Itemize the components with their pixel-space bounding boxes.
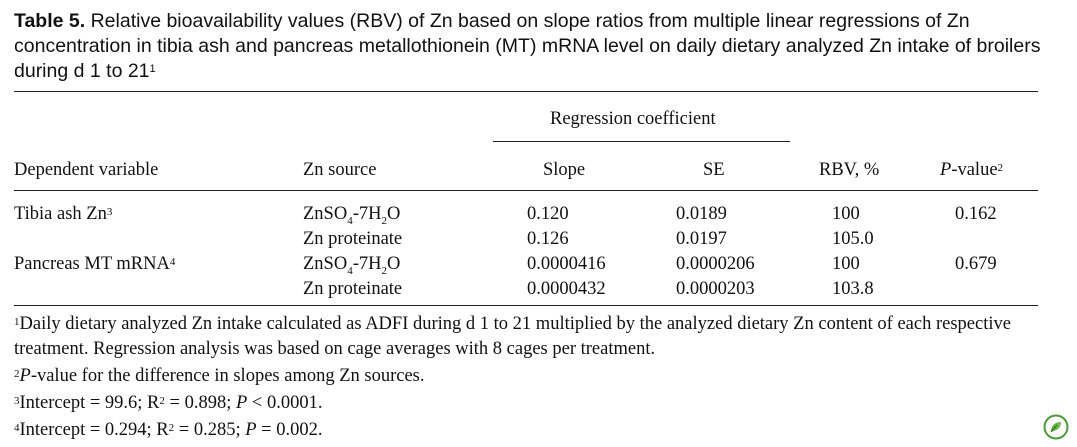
row1-dependent: Tibia ash Zn3 xyxy=(14,204,113,224)
row1-source: ZnSO4-7H2O xyxy=(303,204,401,227)
row2-rbv: 105.0 xyxy=(832,229,874,249)
row4-source: Zn proteinate xyxy=(303,279,403,299)
header-rule xyxy=(14,190,1038,191)
caption-footnote-ref: 1 xyxy=(149,63,156,75)
footnote-2: 2P-value for the difference in slopes am… xyxy=(14,366,425,386)
row1-p-value: 0.162 xyxy=(955,204,997,224)
header-rbv: RBV, % xyxy=(819,160,880,180)
bottom-rule xyxy=(14,305,1038,306)
footnote-1: 1Daily dietary analyzed Zn intake calcul… xyxy=(14,314,1011,359)
row1-se: 0.0189 xyxy=(676,204,727,224)
row3-rbv: 100 xyxy=(832,254,860,274)
row4-se: 0.0000203 xyxy=(676,279,755,299)
row3-dependent: Pancreas MT mRNA4 xyxy=(14,254,176,274)
table-caption: Table 5. Relative bioavailability values… xyxy=(14,9,1064,84)
row2-se: 0.0197 xyxy=(676,229,727,249)
header-regression-coefficient: Regression coefficient xyxy=(550,109,716,129)
row2-slope: 0.126 xyxy=(527,229,569,249)
caption-text: Relative bioavailability values (RBV) of… xyxy=(14,10,1041,82)
table-label: Table 5. xyxy=(14,10,86,32)
row1-slope: 0.120 xyxy=(527,204,569,224)
header-p-value: P-value2 xyxy=(940,160,1004,180)
row3-slope: 0.0000416 xyxy=(527,254,606,274)
row1-rbv: 100 xyxy=(832,204,860,224)
footnote-4: 4Intercept = 0.294; R2 = 0.285; P = 0.00… xyxy=(14,420,323,440)
row4-slope: 0.0000432 xyxy=(527,279,606,299)
top-rule xyxy=(14,91,1038,92)
row4-rbv: 103.8 xyxy=(832,279,874,299)
leaf-badge-icon xyxy=(1043,414,1069,440)
header-dependent-variable: Dependent variable xyxy=(14,160,159,180)
group-rule xyxy=(493,141,790,142)
header-zn-source: Zn source xyxy=(303,160,377,180)
row3-p-value: 0.679 xyxy=(955,254,997,274)
row3-source: ZnSO4-7H2O xyxy=(303,254,401,277)
row2-source: Zn proteinate xyxy=(303,229,403,249)
header-se: SE xyxy=(703,160,725,180)
row3-se: 0.0000206 xyxy=(676,254,755,274)
header-slope: Slope xyxy=(543,160,586,180)
footnote-3: 3Intercept = 99.6; R2 = 0.898; P < 0.000… xyxy=(14,393,323,413)
